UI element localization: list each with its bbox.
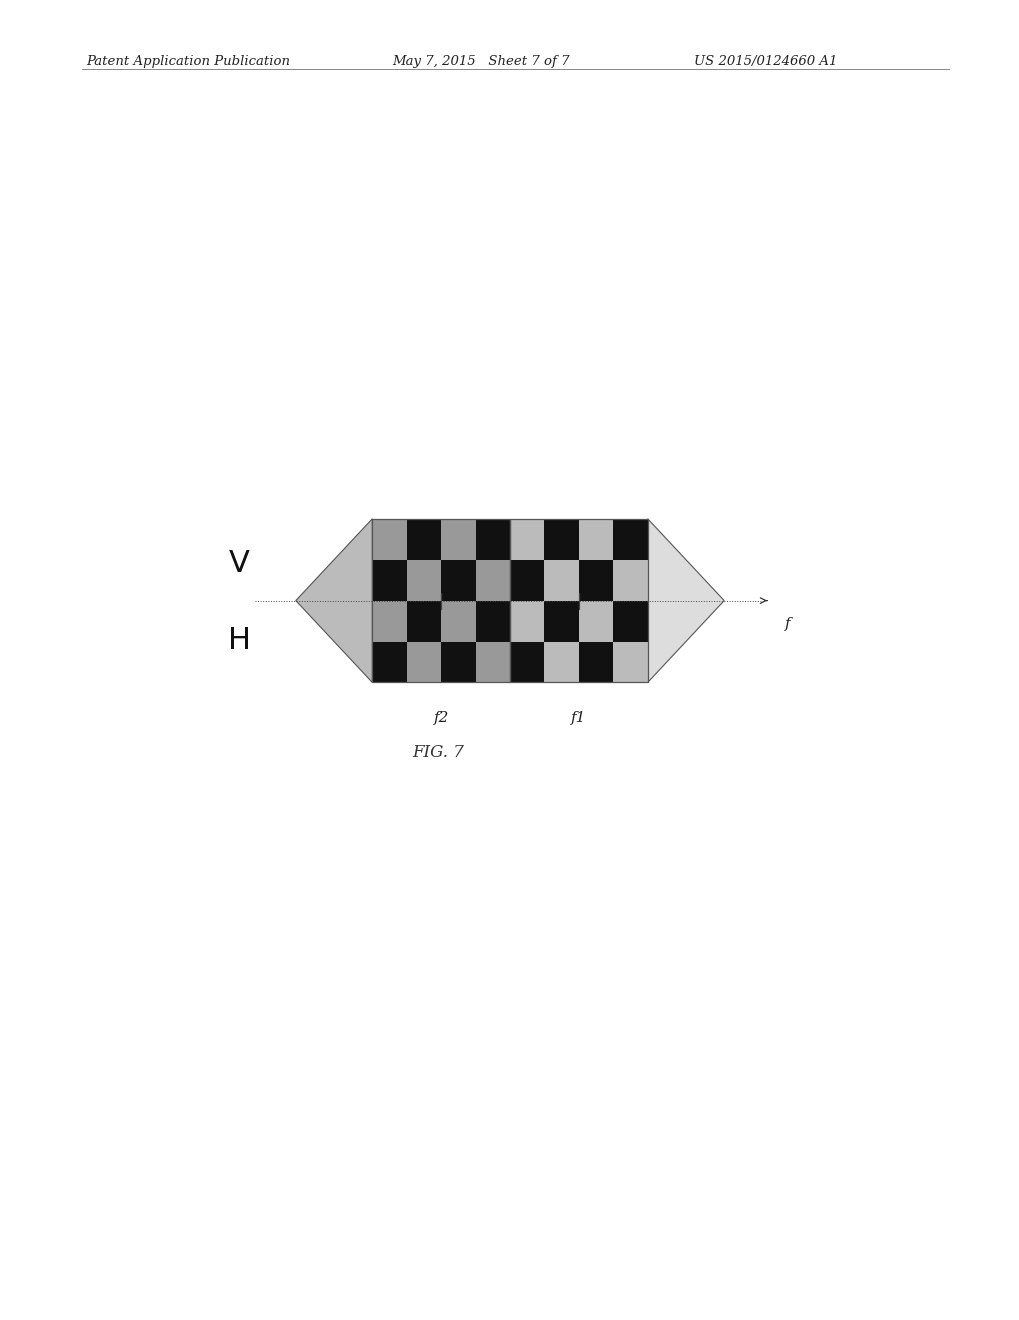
Bar: [372, 601, 407, 642]
Bar: [407, 519, 441, 560]
Bar: [407, 601, 441, 642]
Bar: [510, 519, 647, 682]
Bar: [372, 642, 407, 682]
Bar: [510, 560, 544, 601]
Bar: [544, 560, 578, 601]
Bar: [544, 519, 578, 560]
Text: H: H: [228, 626, 251, 655]
Bar: [372, 560, 407, 601]
Bar: [510, 519, 544, 560]
Bar: [440, 601, 475, 642]
Bar: [440, 519, 475, 560]
Bar: [407, 560, 441, 601]
Bar: [612, 642, 647, 682]
Bar: [579, 601, 612, 642]
Text: f: f: [784, 618, 790, 631]
Text: f2: f2: [433, 711, 448, 726]
Text: US 2015/0124660 A1: US 2015/0124660 A1: [693, 55, 837, 69]
Bar: [475, 642, 510, 682]
Bar: [510, 642, 544, 682]
Bar: [475, 560, 510, 601]
Bar: [440, 642, 475, 682]
Bar: [579, 560, 612, 601]
Bar: [440, 560, 475, 601]
Bar: [475, 519, 510, 560]
Text: f1: f1: [571, 711, 586, 726]
Bar: [612, 560, 647, 601]
Bar: [544, 642, 578, 682]
Bar: [372, 519, 510, 682]
Text: V: V: [229, 549, 250, 578]
Bar: [544, 601, 578, 642]
Text: Patent Application Publication: Patent Application Publication: [87, 55, 290, 69]
Bar: [579, 642, 612, 682]
Bar: [612, 601, 647, 642]
Polygon shape: [647, 519, 723, 682]
Polygon shape: [296, 519, 372, 682]
Text: May 7, 2015   Sheet 7 of 7: May 7, 2015 Sheet 7 of 7: [392, 55, 570, 69]
Text: FIG. 7: FIG. 7: [413, 744, 464, 760]
Bar: [612, 519, 647, 560]
Bar: [510, 601, 544, 642]
Bar: [372, 519, 407, 560]
Bar: [475, 601, 510, 642]
Bar: [407, 642, 441, 682]
Bar: [579, 519, 612, 560]
